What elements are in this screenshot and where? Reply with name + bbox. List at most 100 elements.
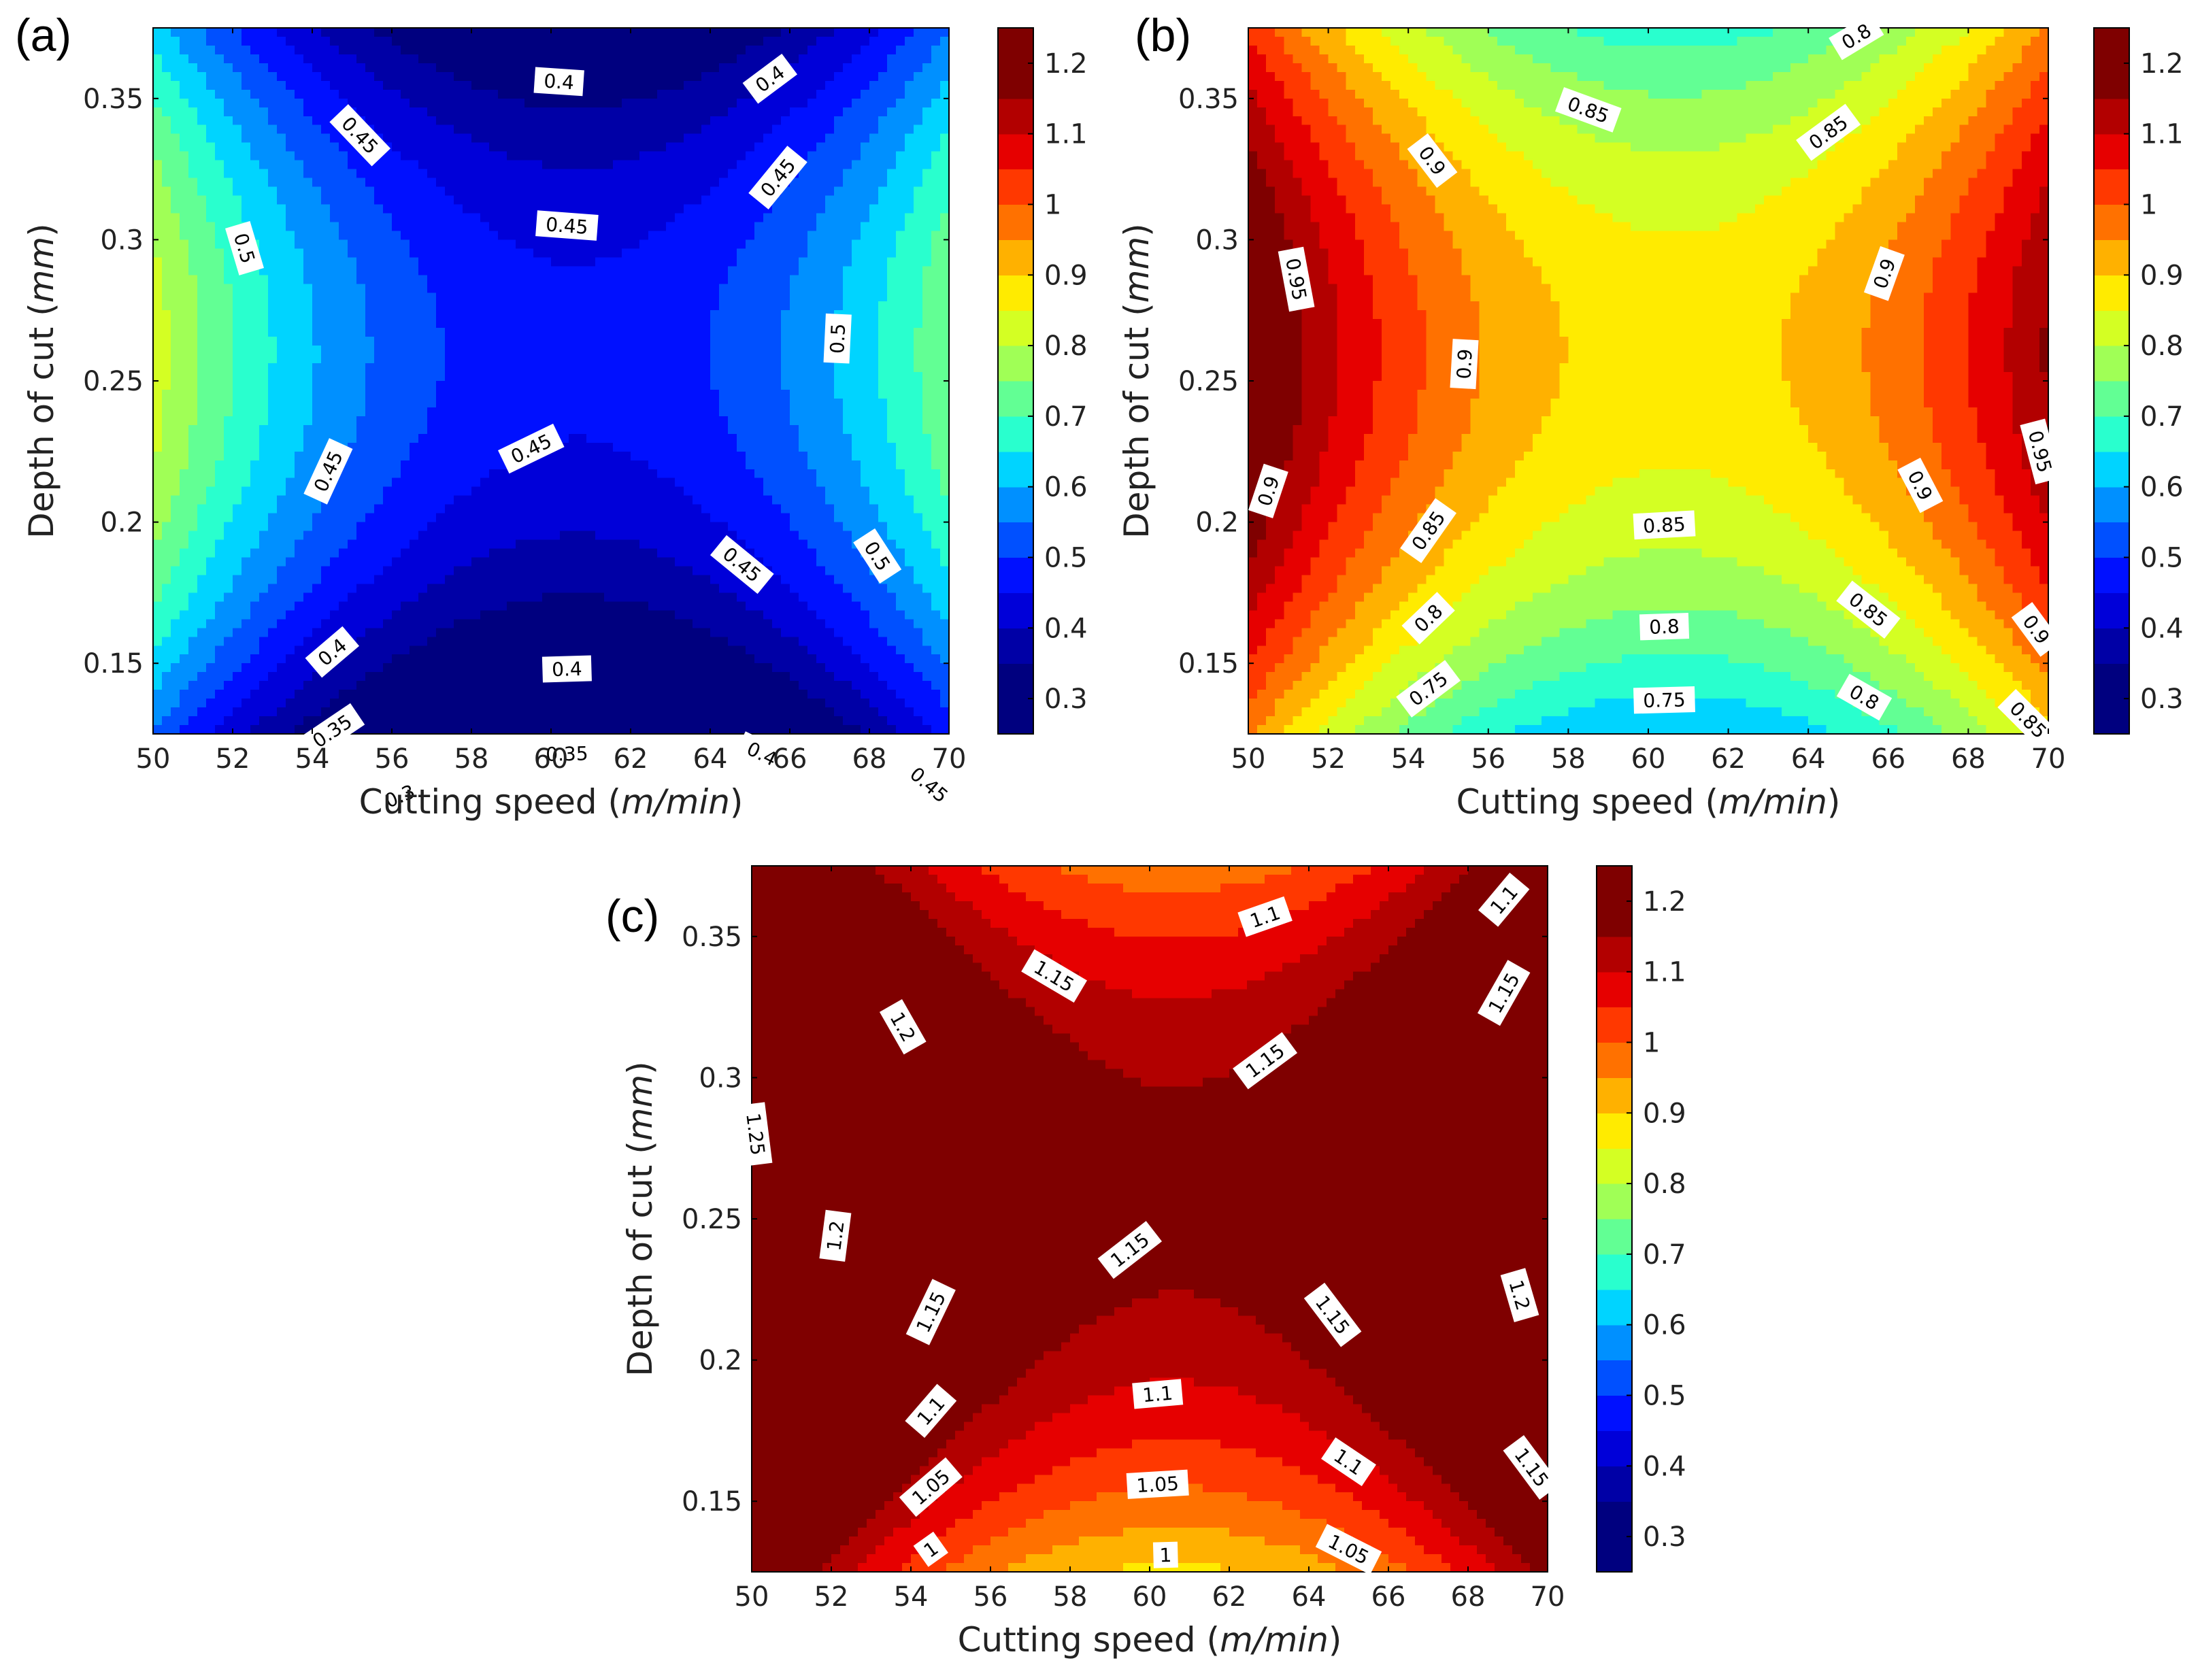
panel-a-contour-cell (516, 99, 525, 108)
panel-a-contour-cell (365, 381, 375, 390)
panel-a-contour-cell (436, 337, 446, 346)
panel-a-contour-cell (330, 354, 339, 364)
panel-a-contour-cell (233, 319, 242, 329)
panel-a-contour-cell (188, 81, 198, 90)
panel-a-contour-cell (356, 514, 366, 523)
panel-a-contour-cell (639, 319, 649, 329)
panel-a-contour-cell (825, 478, 835, 488)
panel-a-contour-cell (648, 460, 658, 470)
panel-a-contour-cell (604, 116, 614, 126)
panel-a-contour-cell (498, 231, 507, 240)
panel-a-contour-cell (613, 363, 622, 373)
panel-a-contour-cell (180, 505, 189, 514)
panel-a-contour-cell (701, 372, 711, 382)
panel-a-contour-cell (471, 213, 481, 222)
panel-a-contour-cell (171, 72, 180, 82)
panel-a-contour-cell (657, 63, 667, 73)
panel-a-contour-cell (224, 505, 233, 514)
panel-a-contour-cell (586, 452, 596, 461)
panel-a-contour-cell (693, 496, 702, 505)
panel-a-contour-cell (914, 390, 923, 399)
panel-a-contour-cell (622, 99, 631, 108)
panel-a-contour-cell (471, 328, 481, 337)
panel-a-contour-cell (321, 213, 331, 222)
panel-a-contour-cell (339, 161, 348, 170)
panel-a-contour-cell (489, 231, 499, 240)
panel-a-contour-cell (693, 169, 702, 179)
panel-a-contour-cell (241, 143, 251, 152)
panel-a-contour-cell (206, 478, 216, 488)
panel-a-contour-cell (807, 301, 817, 311)
panel-a-contour-cell (701, 134, 711, 144)
panel-a-contour-cell (834, 239, 844, 249)
panel-a-contour-cell (807, 266, 817, 275)
panel-a-contour-cell (781, 266, 790, 275)
panel-a-contour-cell (339, 222, 348, 231)
panel-a-contour-cell (639, 310, 649, 320)
panel-a-contour-cell (560, 487, 569, 497)
panel-a-contour-cell (312, 231, 322, 240)
panel-a-contour-cell (595, 178, 605, 188)
panel-a-contour-cell (551, 469, 561, 479)
panel-a-contour-cell (241, 116, 251, 126)
panel-a-contour-cell (480, 425, 490, 435)
panel-a-contour-cell (277, 292, 286, 302)
panel-a-contour-cell (206, 275, 216, 284)
panel-a-contour-cell (639, 143, 649, 152)
panel-a-contour-cell (878, 222, 888, 231)
panel-a-contour-cell (569, 107, 578, 117)
panel-a-contour-cell (171, 292, 180, 302)
panel-a-contour-cell (887, 63, 897, 73)
panel-a-contour-cell (586, 381, 596, 390)
panel-a-contour-cell (268, 275, 278, 284)
panel-a-contour-cell (516, 72, 525, 82)
panel-a-contour-cell (268, 337, 278, 346)
panel-a-contour-cell (507, 390, 516, 399)
panel-a-contour-cell (392, 496, 401, 505)
panel-a-contour-cell (675, 239, 684, 249)
panel-a-contour-cell (277, 478, 286, 488)
panel-a-contour-cell (569, 143, 578, 152)
panel-a-contour-cell (454, 231, 463, 240)
panel-a-contour-cell (737, 239, 746, 249)
panel-a-contour-cell (693, 125, 702, 135)
panel-a-contour-cell (719, 125, 729, 135)
panel-a-contour-cell (224, 354, 233, 364)
panel-a-contour-cell (719, 496, 729, 505)
panel-a-contour-cell (162, 469, 171, 479)
panel-a-contour-cell (268, 425, 278, 435)
panel-a-contour-cell (701, 310, 711, 320)
panel-a-contour-cell (489, 390, 499, 399)
panel-a-contour-cell (507, 514, 516, 523)
panel-a-contour-cell (861, 425, 870, 435)
panel-a-contour-cell (339, 152, 348, 161)
panel-a-contour-cell (737, 381, 746, 390)
panel-a-contour-cell (489, 346, 499, 355)
panel-a-contour-cell (436, 443, 446, 452)
panel-a-contour-cell (719, 187, 729, 197)
panel-a-contour-cell (754, 487, 764, 497)
panel-a-contour-cell (834, 416, 844, 426)
panel-a-contour-cell (684, 196, 693, 205)
panel-a-contour-cell (843, 460, 852, 470)
panel-a-contour-cell (648, 134, 658, 144)
panel-a-contour-cell (631, 99, 640, 108)
panel-a-contour-cell (524, 284, 534, 293)
panel-a-contour-cell (224, 196, 233, 205)
panel-a-contour-cell (427, 487, 437, 497)
panel-a-contour-cell (560, 346, 569, 355)
panel-a-contour-cell (356, 354, 366, 364)
panel-a-contour-cell (631, 72, 640, 82)
panel-a-contour-cell (781, 284, 790, 293)
panel-a-contour-cell (622, 275, 631, 284)
panel-a-contour-cell (569, 46, 578, 55)
panel-a-contour-cell (799, 46, 808, 55)
panel-a-contour-cell (295, 275, 304, 284)
panel-a-contour-cell (356, 310, 366, 320)
panel-a-contour-cell (180, 28, 189, 37)
panel-a-contour-cell (922, 239, 932, 249)
panel-a-contour-cell (374, 478, 384, 488)
panel-a-contour-cell (604, 407, 614, 417)
panel-a-contour-cell (693, 28, 702, 37)
panel-a-contour-cell (578, 319, 587, 329)
